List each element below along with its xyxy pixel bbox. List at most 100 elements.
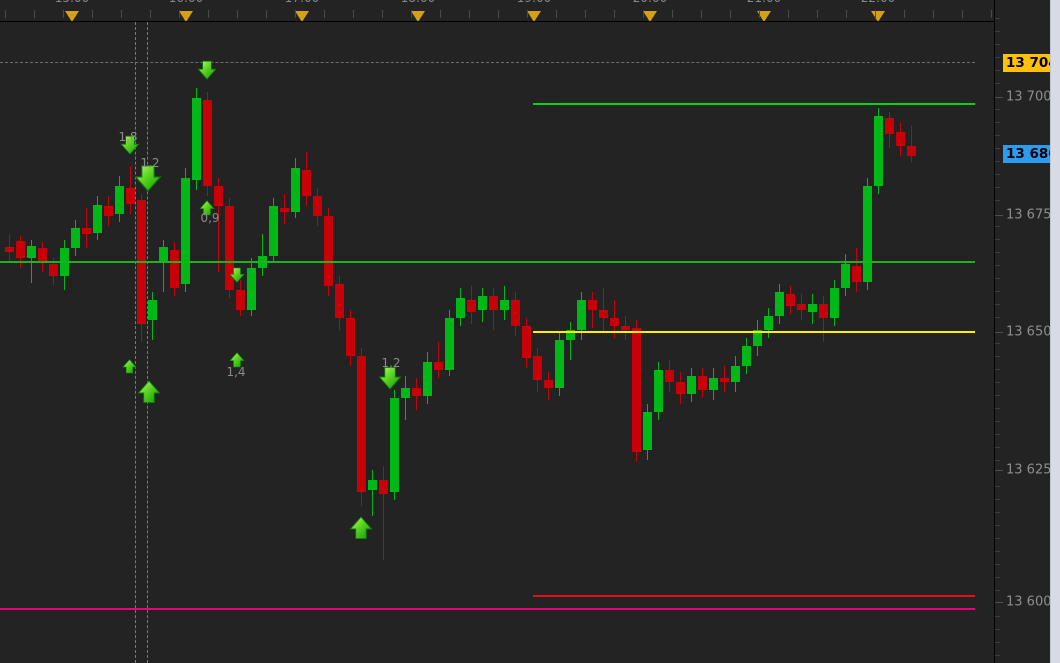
- signal-arrow-down-icon[interactable]: [120, 135, 140, 155]
- price-level-line-resistance-green-upper[interactable]: [533, 103, 975, 105]
- time-axis-tick: [382, 10, 383, 18]
- price-axis-label: 13 675: [1006, 207, 1052, 223]
- price-axis-minor-tick: [995, 161, 1000, 162]
- time-axis-session-marker-icon: [179, 11, 193, 21]
- time-axis-tick: [179, 10, 180, 18]
- time-axis-label: 18:00: [401, 0, 436, 5]
- price-axis-minor-tick: [995, 447, 1000, 448]
- time-axis-tick: [614, 10, 615, 18]
- price-chart-plot-area[interactable]: 1,8 1,2 0,9 1,4 1,2: [0, 22, 994, 663]
- signal-arrow-label: 0,9: [200, 211, 220, 225]
- price-axis-minor-tick: [995, 174, 1000, 175]
- price-axis-minor-tick: [995, 629, 1000, 630]
- time-axis-tick: [585, 10, 586, 18]
- candlestick-body: [489, 296, 498, 310]
- candlestick-body: [346, 318, 355, 356]
- last-price-badge[interactable]: 13 686,96: [1003, 145, 1060, 163]
- price-axis-label: 13 600: [1006, 594, 1052, 610]
- candlestick-body: [192, 98, 201, 180]
- candlestick-body: [313, 196, 322, 216]
- vertical-scrollbar[interactable]: [1050, 0, 1060, 663]
- time-axis-tick: [411, 10, 412, 18]
- signal-arrow-down-icon[interactable]: [229, 267, 245, 283]
- candlestick-body: [654, 370, 663, 412]
- candlestick-body: [797, 304, 806, 310]
- crosshair-horizontal-line: [0, 62, 975, 63]
- time-axis-label: 19:00: [517, 0, 552, 5]
- ask-price-badge[interactable]: 13 704,45: [1003, 54, 1060, 72]
- time-axis-label: 16:00: [169, 0, 204, 5]
- time-axis-tick: [991, 10, 992, 18]
- candlestick-body: [280, 208, 289, 212]
- time-axis[interactable]: 15:00 16:00 17:00 18:00 19:00 20:00 21:00 22:00: [0, 0, 994, 22]
- candlestick-body: [599, 310, 608, 318]
- candlestick-body: [434, 362, 443, 370]
- candlestick-body: [49, 264, 58, 276]
- price-level-line-support-magenta[interactable]: [0, 608, 975, 610]
- price-axis-minor-tick: [995, 564, 1000, 565]
- price-level-line-support-yellow[interactable]: [533, 331, 975, 333]
- candlestick-body: [632, 328, 641, 452]
- candlestick-body: [159, 247, 168, 262]
- price-axis-minor-tick: [995, 226, 1000, 227]
- candlestick-body: [522, 326, 531, 358]
- candlestick-body: [863, 186, 872, 282]
- crosshair-vertical-line: [135, 22, 136, 663]
- time-axis-session-marker-icon: [527, 11, 541, 21]
- price-level-line-support-red[interactable]: [533, 595, 975, 597]
- candlestick-body: [830, 288, 839, 318]
- time-axis-tick: [324, 10, 325, 18]
- vertical-scrollbar-thumb[interactable]: [1050, 0, 1060, 663]
- price-axis-minor-tick: [995, 525, 1000, 526]
- signal-arrow-up-icon[interactable]: [121, 358, 137, 374]
- time-axis-tick: [730, 10, 731, 18]
- signal-arrow-up-icon[interactable]: [199, 200, 215, 216]
- candlestick-body: [214, 186, 223, 206]
- price-axis[interactable]: 13 704,45 13 686,96 13 700 13 675 13 650 13…: [994, 0, 1060, 663]
- candlestick-body: [401, 388, 410, 398]
- candlestick-body: [577, 300, 586, 330]
- price-axis-minor-tick: [995, 83, 1000, 84]
- time-axis-tick: [962, 10, 963, 18]
- candlestick-body: [841, 264, 850, 288]
- price-axis-minor-tick: [995, 18, 1000, 19]
- signal-arrow-down-icon[interactable]: [197, 60, 217, 80]
- candlestick-body: [27, 246, 36, 258]
- time-axis-tick: [92, 10, 93, 18]
- price-axis-minor-tick: [995, 408, 1000, 409]
- price-axis-minor-tick: [995, 499, 1000, 500]
- signal-arrow-up-icon[interactable]: [229, 352, 245, 368]
- price-axis-minor-tick: [995, 434, 1000, 435]
- candlestick-body: [709, 378, 718, 390]
- price-axis-minor-tick: [995, 148, 1000, 149]
- price-level-line-pivot-green-mid[interactable]: [0, 261, 975, 263]
- price-axis-minor-tick: [995, 356, 1000, 357]
- candlestick-body: [819, 304, 828, 318]
- candlestick-body: [291, 168, 300, 212]
- signal-arrow-down-icon[interactable]: [134, 164, 162, 192]
- candlestick-body: [236, 290, 245, 310]
- candlestick-body: [742, 346, 751, 366]
- candlestick-body: [269, 206, 278, 256]
- signal-arrow-up-icon[interactable]: [137, 380, 161, 404]
- price-axis-minor-tick: [995, 70, 1000, 71]
- candlestick-body: [500, 300, 509, 310]
- candlestick-wick: [383, 466, 384, 560]
- signal-arrow-down-icon[interactable]: [378, 366, 402, 390]
- time-axis-tick: [34, 10, 35, 18]
- price-axis-minor-tick: [995, 642, 1000, 643]
- price-axis-minor-tick: [995, 278, 1000, 279]
- candlestick-body: [808, 304, 817, 312]
- time-axis-tick: [295, 10, 296, 18]
- price-axis-minor-tick: [995, 187, 1000, 188]
- candlestick-wick: [438, 342, 439, 378]
- price-axis-minor-tick: [995, 538, 1000, 539]
- signal-arrow-up-icon[interactable]: [349, 516, 373, 540]
- time-axis-tick: [759, 10, 760, 18]
- candlestick-body: [104, 206, 113, 216]
- time-axis-tick: [5, 10, 6, 18]
- price-axis-minor-tick: [995, 239, 1000, 240]
- time-axis-tick: [353, 10, 354, 18]
- candlestick-body: [775, 292, 784, 316]
